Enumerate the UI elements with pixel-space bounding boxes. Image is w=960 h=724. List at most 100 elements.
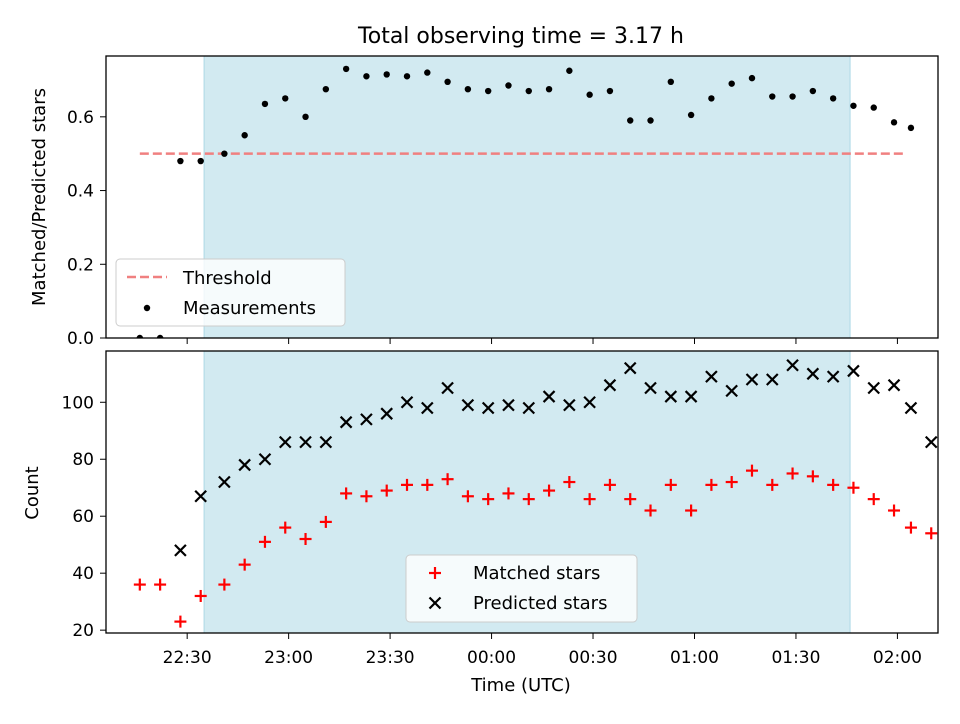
- measurement-point: [403, 73, 411, 80]
- matched-star-point: [194, 589, 207, 602]
- top-axes-frame: [105, 55, 939, 339]
- matched-star-point: [888, 504, 901, 517]
- matched-star-point: [603, 478, 616, 491]
- measurement-point: [322, 85, 330, 93]
- predicted-star-point: [867, 381, 881, 395]
- measurement-point: [627, 117, 634, 124]
- predicted-star-point: [765, 373, 779, 386]
- predicted-star-point: [847, 364, 860, 378]
- predicted-star-point: [299, 435, 312, 449]
- bottom-y-tick-label: 20: [72, 621, 94, 641]
- legend-predicted-marker: [428, 596, 442, 610]
- bottom-x-tick-label: 01:00: [670, 648, 719, 668]
- measurement-point: [261, 100, 269, 108]
- predicted-star-point-b: [684, 390, 698, 403]
- bottom-x-tick-label: 01:30: [771, 648, 820, 668]
- predicted-star-point-b: [339, 415, 353, 429]
- predicted-star-point: [360, 413, 373, 426]
- predicted-star-point-b: [522, 401, 536, 415]
- measurement-point: [687, 111, 695, 119]
- measurements-points: [136, 65, 915, 338]
- measurement-point: [829, 95, 837, 102]
- predicted-star-point-b: [380, 407, 393, 420]
- top-y-tick-label: 0.2: [67, 255, 94, 275]
- predicted-star-point-b: [278, 435, 292, 449]
- top-legend-box: [115, 258, 346, 327]
- measurement-point: [566, 67, 573, 74]
- measurement-point: [769, 93, 776, 100]
- predicted-star-point-b: [481, 401, 495, 415]
- measurement-point: [708, 95, 715, 102]
- matched-star-point: [745, 464, 758, 477]
- matched-star-point: [685, 504, 698, 517]
- chart-title: Total observing time = 3.17 h: [357, 24, 684, 49]
- bottom-x-tick-label: 23:30: [366, 648, 415, 668]
- bottom-markers: [133, 358, 938, 628]
- predicted-star-point-b: [238, 458, 251, 472]
- predicted-star-point-b: [461, 398, 475, 412]
- legend-threshold-label: Threshold: [182, 268, 272, 289]
- predicted-star-point-b: [174, 544, 187, 557]
- predicted-star-point-b: [360, 413, 373, 426]
- bottom-legend-box: [405, 554, 638, 623]
- matched-star-point: [319, 515, 332, 528]
- predicted-star-point-b: [745, 373, 759, 386]
- predicted-star-point-b: [194, 489, 207, 503]
- bottom-x-tick-label: 00:30: [569, 648, 618, 668]
- measurement-point: [728, 80, 735, 87]
- bottom-x-tick-label: 22:30: [163, 648, 212, 668]
- predicted-star-point: [319, 435, 333, 449]
- matched-star-point: [806, 470, 819, 483]
- top-panel: 0.0 0.2 0.4 0.6 Threshold Measurements: [67, 55, 939, 349]
- predicted-star-point: [786, 358, 799, 372]
- predicted-star-point: [258, 452, 272, 466]
- predicted-star-point: [339, 415, 353, 429]
- predicted-star-point: [725, 384, 738, 398]
- predicted-star-point-b: [400, 395, 414, 409]
- predicted-star-point-b: [887, 378, 901, 392]
- predicted-star-point: [583, 395, 596, 409]
- matched-star-point: [705, 478, 718, 491]
- predicted-star-point-b: [218, 475, 231, 489]
- measurement-point: [136, 334, 144, 338]
- predicted-star-point-b: [725, 384, 738, 398]
- matched-star-point: [218, 578, 231, 591]
- measurement-point: [789, 93, 796, 100]
- measurement-point: [545, 85, 553, 93]
- predicted-star-point-b: [258, 452, 272, 466]
- predicted-star-point-b: [563, 398, 576, 412]
- bottom-panel: 20 40 60 80 100 22:30 23:00 23:30 00:00 00:30 01:0…: [62, 350, 939, 668]
- predicted-star-point-b: [319, 435, 333, 449]
- bottom-legend: Matched stars Predicted stars: [405, 554, 638, 623]
- top-y-tick-label: 0.4: [67, 182, 94, 202]
- predicted-star-point: [924, 435, 938, 449]
- measurement-point: [197, 157, 204, 165]
- measurement-point: [890, 119, 898, 126]
- matched-star-point: [847, 481, 860, 494]
- predicted-star-point: [481, 401, 495, 415]
- predicted-star-point-b: [623, 361, 637, 375]
- predicted-star-point: [421, 401, 434, 415]
- predicted-star-point: [644, 381, 657, 395]
- matched-star-point: [360, 490, 373, 503]
- measurement-point: [647, 117, 654, 124]
- legend-measurements-label: Measurements: [183, 298, 316, 319]
- matched-star-point: [421, 478, 434, 491]
- measurement-point: [221, 150, 228, 157]
- predicted-star-point-b: [502, 398, 515, 412]
- matched-star-point: [583, 493, 596, 506]
- predicted-star-point: [522, 401, 536, 415]
- measurement-point: [667, 78, 675, 86]
- predicted-star-point: [380, 407, 393, 420]
- matched-star-point: [258, 535, 271, 548]
- measurement-point: [282, 95, 289, 102]
- predicted-star-point-b: [583, 395, 596, 409]
- top-y-tick-label: 0.6: [67, 108, 94, 128]
- measurement-point: [505, 82, 512, 89]
- matched-star-point: [904, 521, 917, 534]
- matched-star-point: [725, 476, 738, 489]
- measurement-point: [383, 71, 390, 78]
- measurement-point: [302, 113, 309, 121]
- matched-star-point: [461, 490, 474, 503]
